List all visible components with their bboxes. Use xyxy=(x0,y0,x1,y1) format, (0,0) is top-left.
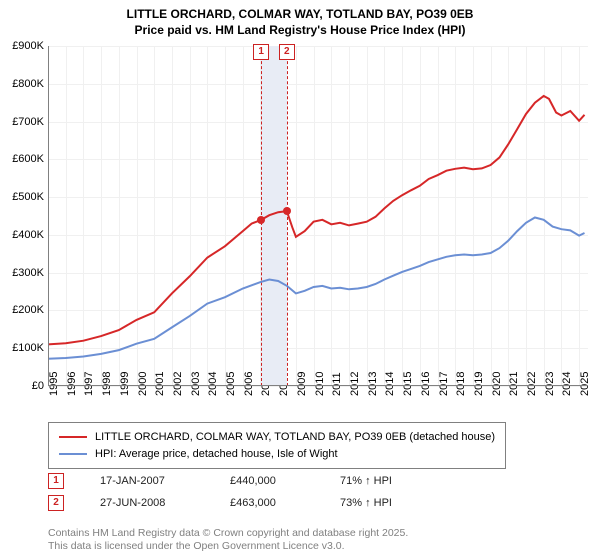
y-tick-label: £300K xyxy=(12,267,44,279)
table-row: 1 17-JAN-2007 £440,000 71% ↑ HPI xyxy=(48,470,450,492)
sale-marker-1: 1 xyxy=(48,473,64,489)
sale-price: £440,000 xyxy=(230,475,340,487)
sale-pct: 71% ↑ HPI xyxy=(340,475,450,487)
legend-swatch-property xyxy=(59,436,87,438)
y-tick-label: £900K xyxy=(12,40,44,52)
sale-date: 27-JUN-2008 xyxy=(100,497,230,509)
legend-swatch-hpi xyxy=(59,453,87,455)
sale-marker-2: 2 xyxy=(48,495,64,511)
chart-legend: LITTLE ORCHARD, COLMAR WAY, TOTLAND BAY,… xyxy=(48,422,506,469)
y-tick-label: £100K xyxy=(12,342,44,354)
footer-attribution: Contains HM Land Registry data © Crown c… xyxy=(48,527,408,554)
y-tick-label: £800K xyxy=(12,78,44,90)
footer-line-1: Contains HM Land Registry data © Crown c… xyxy=(48,527,408,541)
chart-lines xyxy=(48,46,588,386)
y-tick-label: £400K xyxy=(12,229,44,241)
y-tick-label: £500K xyxy=(12,191,44,203)
y-tick-label: £200K xyxy=(12,304,44,316)
table-row: 2 27-JUN-2008 £463,000 73% ↑ HPI xyxy=(48,492,450,514)
series-line-property xyxy=(48,96,585,345)
footer-line-2: This data is licensed under the Open Gov… xyxy=(48,540,408,554)
x-axis xyxy=(48,385,588,386)
y-tick-label: £700K xyxy=(12,116,44,128)
sale-price: £463,000 xyxy=(230,497,340,509)
sale-date: 17-JAN-2007 xyxy=(100,475,230,487)
legend-row: HPI: Average price, detached house, Isle… xyxy=(59,446,495,463)
y-tick-label: £600K xyxy=(12,153,44,165)
y-axis xyxy=(48,46,49,386)
legend-row: LITTLE ORCHARD, COLMAR WAY, TOTLAND BAY,… xyxy=(59,429,495,446)
series-line-hpi xyxy=(48,218,585,359)
chart-title: LITTLE ORCHARD, COLMAR WAY, TOTLAND BAY,… xyxy=(0,0,600,38)
chart-plot-area: £0£100K£200K£300K£400K£500K£600K£700K£80… xyxy=(48,46,588,386)
y-tick-label: £0 xyxy=(32,380,44,392)
title-line-2: Price paid vs. HM Land Registry's House … xyxy=(0,22,600,38)
sales-table: 1 17-JAN-2007 £440,000 71% ↑ HPI 2 27-JU… xyxy=(48,470,450,514)
legend-label-hpi: HPI: Average price, detached house, Isle… xyxy=(95,446,338,463)
sale-pct: 73% ↑ HPI xyxy=(340,497,450,509)
legend-label-property: LITTLE ORCHARD, COLMAR WAY, TOTLAND BAY,… xyxy=(95,429,495,446)
title-line-1: LITTLE ORCHARD, COLMAR WAY, TOTLAND BAY,… xyxy=(0,6,600,22)
